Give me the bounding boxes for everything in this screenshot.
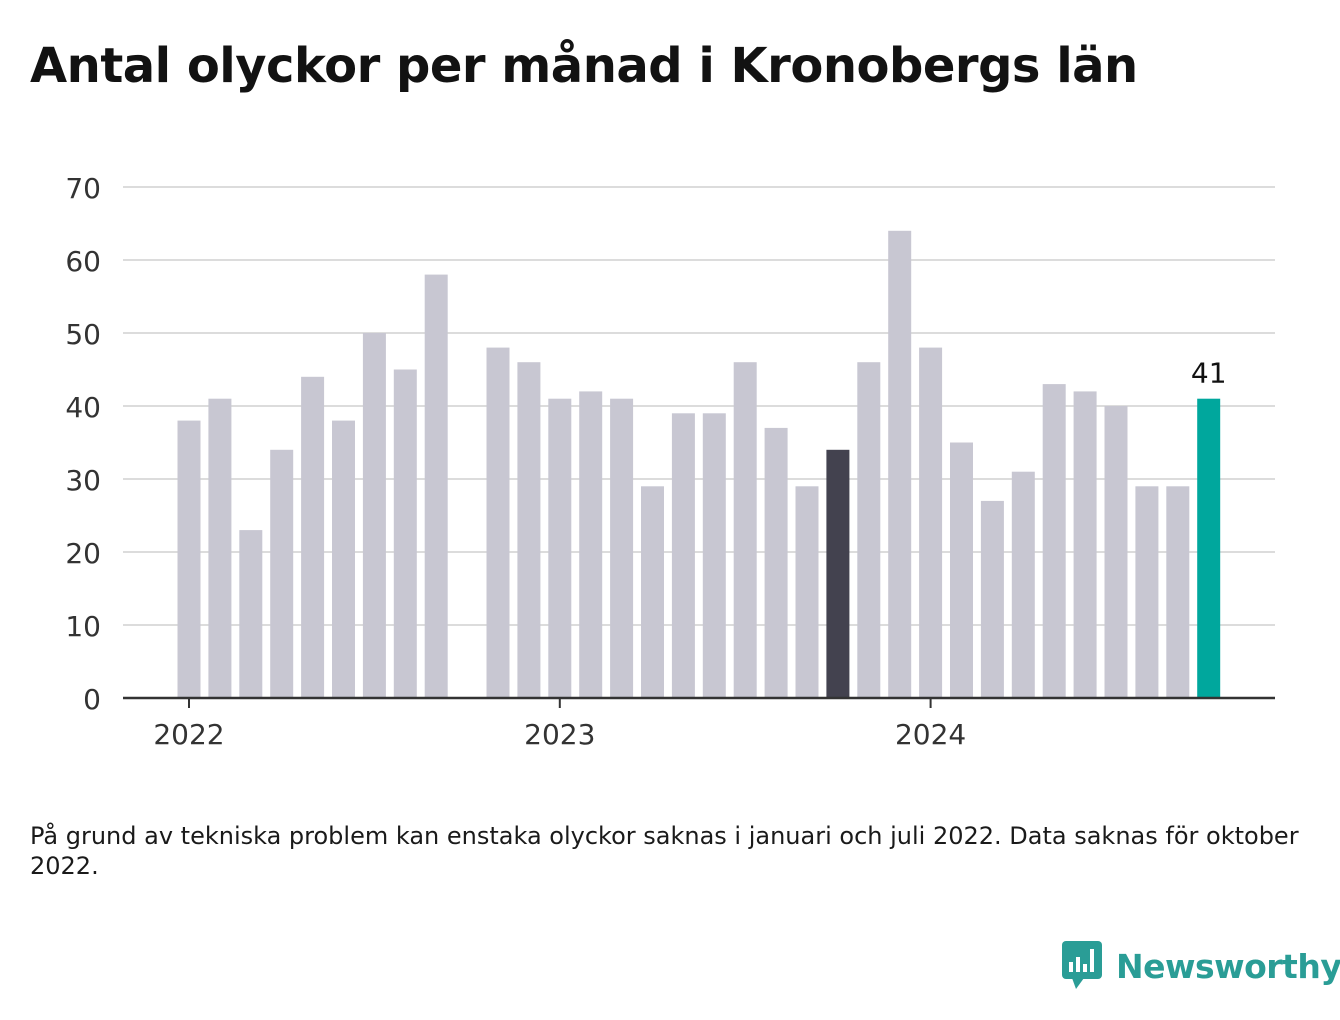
bar-2022-03[interactable]	[239, 530, 263, 698]
bar-2023-06[interactable]	[702, 413, 726, 698]
bar-2023-03[interactable]	[610, 398, 634, 698]
bar-2022-04[interactable]	[270, 449, 294, 698]
bar-2024-09[interactable]	[1166, 486, 1190, 698]
bar-2022-06[interactable]	[332, 420, 355, 698]
bar-2022-02[interactable]	[208, 398, 232, 698]
y-tick-label: 70	[65, 172, 101, 205]
y-tick-label: 30	[65, 464, 101, 497]
bar-2022-05[interactable]	[301, 376, 325, 698]
x-tick-label: 2023	[524, 718, 595, 751]
bar-2022-12[interactable]	[517, 362, 541, 698]
bar-2023-10[interactable]	[826, 449, 850, 698]
bar-2024-05[interactable]	[1042, 384, 1066, 698]
bar-2023-04[interactable]	[641, 486, 664, 698]
bar-2024-07[interactable]	[1104, 406, 1128, 698]
bar-2024-02[interactable]	[950, 442, 973, 699]
bar-2023-02[interactable]	[579, 391, 603, 698]
bar-2023-01[interactable]	[548, 398, 572, 698]
footnote: På grund av tekniska problem kan enstaka…	[30, 822, 1299, 880]
bar-2024-08[interactable]	[1135, 486, 1159, 698]
x-tick-label: 2022	[153, 718, 224, 751]
x-tick-label: 2024	[895, 718, 966, 751]
y-tick-label: 40	[65, 391, 101, 424]
bar-2023-05[interactable]	[671, 413, 695, 698]
bar-2023-11[interactable]	[857, 362, 881, 698]
bar-chart-speech-bubble-icon	[1062, 941, 1102, 989]
bar-2022-07[interactable]	[362, 333, 386, 698]
bar-2022-09[interactable]	[424, 274, 448, 698]
brand-name: Newsworthy	[1116, 946, 1340, 986]
newsworthy-logo[interactable]: Newsworthy	[1062, 940, 1340, 992]
bar-2023-12[interactable]	[888, 230, 912, 699]
bar-2022-11[interactable]	[486, 347, 510, 698]
bars	[177, 230, 1221, 699]
bar-2023-07[interactable]	[733, 362, 757, 698]
bar-2023-09[interactable]	[795, 486, 819, 698]
bar-2024-01[interactable]	[919, 347, 943, 698]
bar-2024-04[interactable]	[1011, 471, 1035, 698]
y-tick-label: 20	[65, 537, 101, 570]
bar-2023-08[interactable]	[764, 427, 788, 698]
axes	[123, 696, 1275, 708]
y-tick-label: 50	[65, 318, 101, 351]
bar-2022-01[interactable]	[177, 420, 201, 698]
tick-labels: 0 10 20 30 40 50 60 70 2022 2023 2024 41	[65, 172, 1226, 751]
y-tick-label: 10	[65, 610, 101, 643]
bar-chart: 0 10 20 30 40 50 60 70 2022 2023 2024 41	[65, 172, 1275, 751]
data-label: 41	[1191, 357, 1227, 390]
bar-2024-03[interactable]	[980, 500, 1004, 698]
bar-2024-10[interactable]	[1197, 398, 1221, 698]
y-tick-label: 60	[65, 245, 101, 278]
y-tick-label: 0	[83, 683, 101, 716]
gridlines	[123, 186, 1275, 626]
chart-title: Antal olyckor per månad i Kronobergs län	[30, 38, 1138, 94]
bar-2022-08[interactable]	[393, 369, 417, 699]
bar-2024-06[interactable]	[1073, 391, 1097, 698]
